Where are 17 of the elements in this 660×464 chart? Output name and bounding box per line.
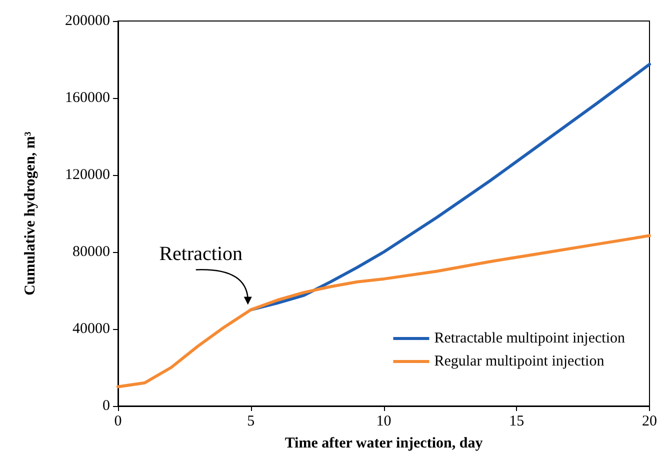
y-tick-label: 200000 (65, 13, 110, 29)
y-axis-title: Cumulative hydrogen, m³ (22, 131, 38, 296)
legend-label: Regular multipoint injection (434, 354, 605, 370)
x-axis-title: Time after water injection, day (284, 436, 484, 452)
y-tick-label: 40000 (72, 321, 110, 337)
x-tick-label: 0 (114, 414, 122, 430)
line-series (116, 234, 651, 388)
legend-label: Retractable multipoint injection (434, 330, 626, 346)
y-tick-label: 80000 (72, 244, 110, 260)
x-tick-label: 15 (509, 414, 524, 430)
y-tick-label: 160000 (65, 90, 110, 106)
x-tick-label: 5 (247, 414, 255, 430)
y-tick-label: 0 (102, 398, 110, 414)
x-tick-label: 20 (642, 414, 657, 430)
x-tick-label: 10 (376, 414, 392, 430)
annotation: Retraction (159, 242, 243, 265)
y-tick-label: 120000 (65, 167, 110, 183)
